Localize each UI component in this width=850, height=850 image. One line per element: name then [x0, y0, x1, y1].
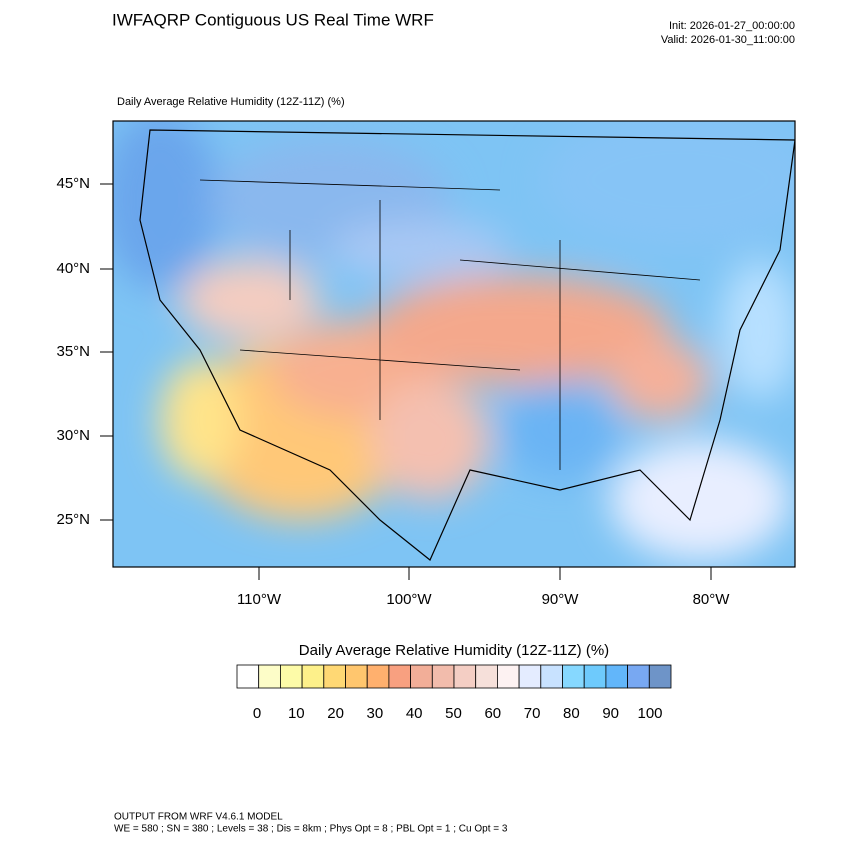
color-swatch	[388, 664, 411, 689]
colorbar-label: 20	[327, 705, 344, 722]
color-swatch	[301, 664, 325, 689]
color-swatch	[475, 664, 498, 689]
lat-label: 25°N	[56, 511, 90, 528]
colorbar-label: 40	[406, 705, 423, 722]
map-field	[113, 121, 795, 567]
colorbar-label: 60	[484, 705, 501, 722]
color-swatch	[518, 664, 542, 689]
lat-label: 40°N	[56, 260, 90, 277]
colorbar: 0 10 20 30 40 50 60 70 80 90 100	[236, 664, 672, 722]
color-swatch	[366, 664, 390, 689]
color-swatch	[431, 664, 455, 689]
color-swatch	[627, 664, 650, 689]
color-swatch	[410, 664, 433, 689]
footer-line: OUTPUT FROM WRF V4.6.1 MODEL	[114, 812, 283, 823]
init-time: Init: 2026-01-27_00:00:00	[669, 20, 795, 32]
color-swatch	[648, 664, 672, 689]
colorbar-label: 90	[602, 705, 619, 722]
color-swatch	[583, 664, 607, 689]
colorbar-label: 100	[637, 705, 662, 722]
colorbar-label: 10	[288, 705, 305, 722]
lon-label: 100°W	[386, 591, 432, 608]
colorbar-label: 30	[367, 705, 384, 722]
color-swatch	[236, 664, 260, 689]
lon-label: 80°W	[693, 591, 731, 608]
color-swatch	[323, 664, 346, 689]
lat-label: 45°N	[56, 175, 90, 192]
colorbar-label: 80	[563, 705, 580, 722]
colorbar-label: 70	[524, 705, 541, 722]
lon-label: 90°W	[542, 591, 580, 608]
map-frame	[112, 120, 796, 568]
footer-line: WE = 580 ; SN = 380 ; Levels = 38 ; Dis …	[114, 824, 508, 835]
colorbar-label: 0	[253, 705, 261, 722]
valid-time: Valid: 2026-01-30_11:00:00	[661, 34, 795, 46]
color-swatch	[258, 664, 281, 689]
color-swatch	[345, 664, 368, 689]
lat-label: 35°N	[56, 343, 90, 360]
color-swatch	[540, 664, 563, 689]
title: IWFAQRP Contiguous US Real Time WRF	[112, 10, 434, 29]
axis-ticks: 45°N 40°N 35°N 30°N 25°N 110°W 100°W 90°W 80°W	[56, 175, 730, 608]
map-subtitle: Daily Average Relative Humidity (12Z-11Z…	[117, 96, 345, 108]
color-swatch	[562, 664, 585, 689]
colorbar-title: Daily Average Relative Humidity (12Z-11Z…	[299, 642, 609, 659]
color-swatch	[605, 664, 629, 689]
color-swatch	[453, 664, 477, 689]
lat-label: 30°N	[56, 427, 90, 444]
color-swatch	[496, 664, 520, 689]
lon-label: 110°W	[237, 591, 282, 608]
colorbar-label: 50	[445, 705, 462, 722]
color-swatch	[279, 664, 303, 689]
